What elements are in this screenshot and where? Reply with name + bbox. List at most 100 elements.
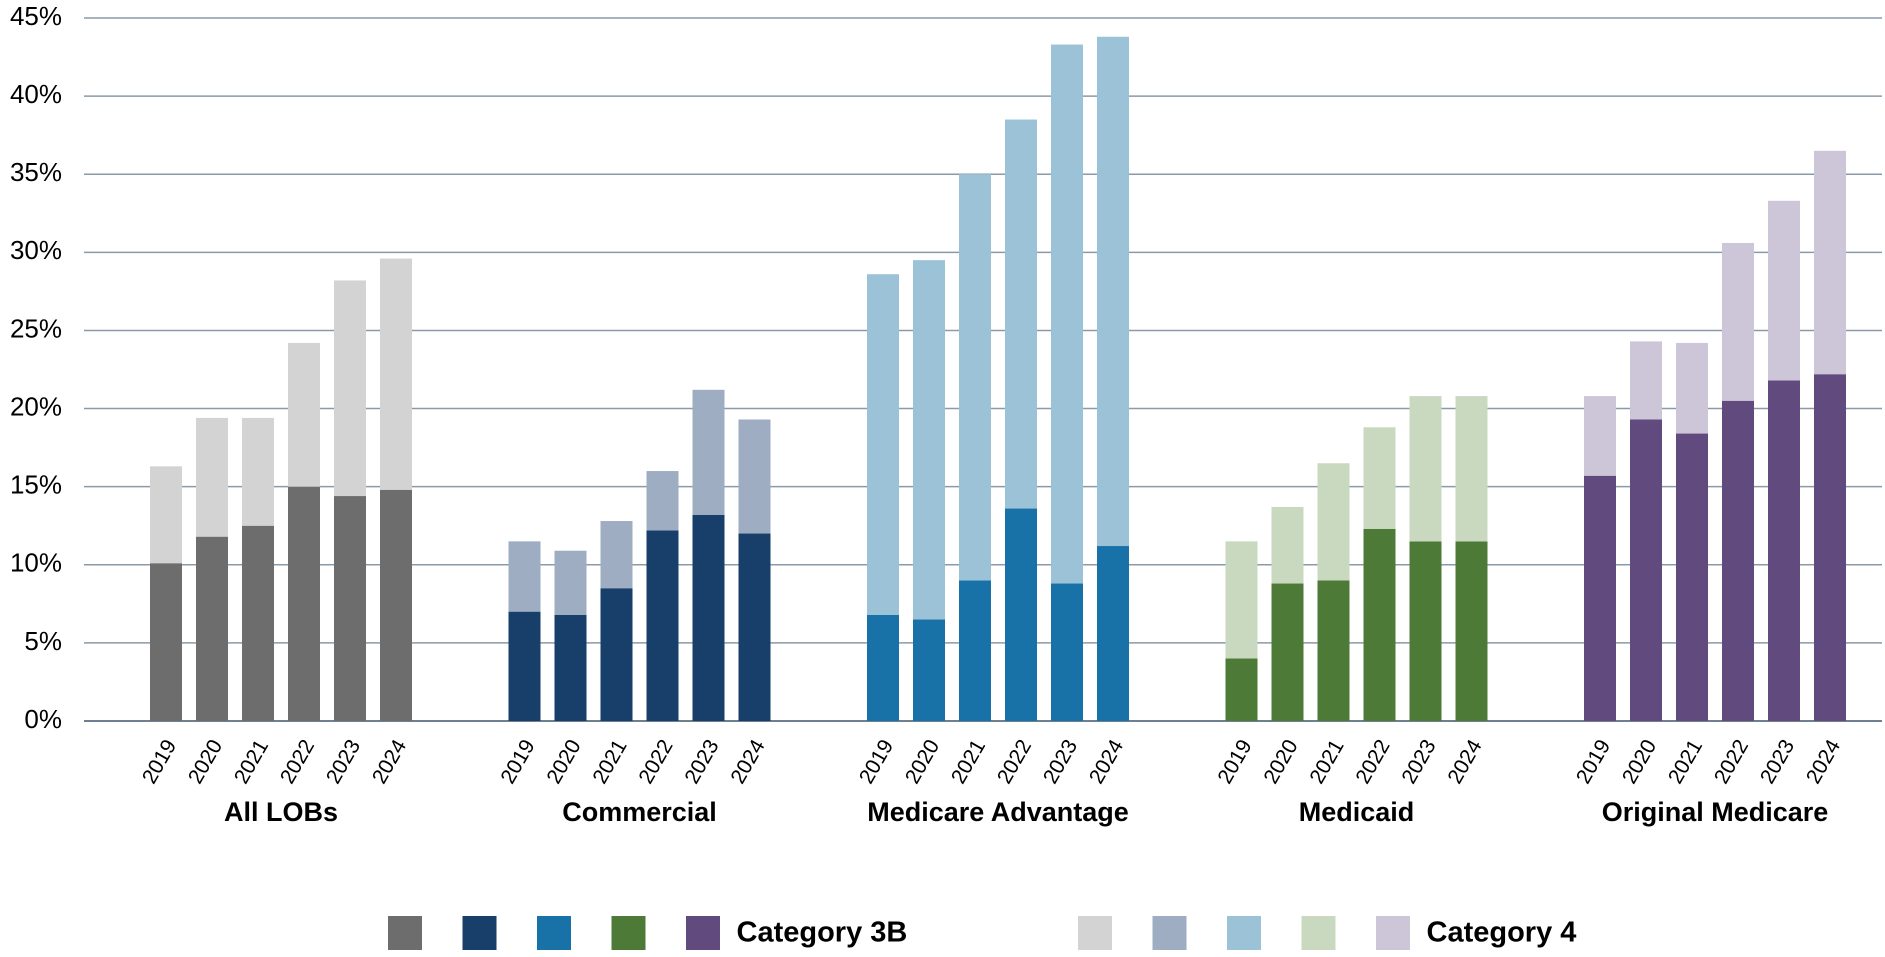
bar-segment	[959, 580, 991, 721]
bar-segment	[1363, 427, 1396, 529]
bar-segment	[646, 530, 679, 721]
x-tick-label: 2024	[1085, 735, 1128, 787]
y-tick-label: 30%	[10, 235, 62, 265]
bar-segment	[1722, 242, 1754, 401]
legend-swatch	[537, 916, 571, 950]
bar-segment	[913, 260, 945, 620]
bar-segment	[1409, 396, 1442, 542]
bar-segment	[334, 496, 366, 721]
x-tick-label: 2021	[1305, 736, 1348, 788]
x-tick-label: 2019	[855, 736, 898, 788]
y-tick-label: 25%	[10, 313, 62, 343]
bar-segment	[1051, 583, 1083, 721]
bar-segment	[1097, 546, 1129, 721]
bar-segment	[600, 521, 633, 589]
bar-segment	[1271, 583, 1304, 721]
bar-segment	[1630, 341, 1662, 420]
group-label: All LOBs	[224, 797, 338, 827]
x-tick-label: 2023	[322, 736, 365, 788]
legend-label: Category 3B	[737, 917, 908, 949]
legend-swatch	[1227, 916, 1261, 950]
x-tick-label: 2022	[276, 736, 319, 788]
group-label: Commercial	[562, 797, 717, 827]
x-tick-label: 2022	[1710, 736, 1753, 788]
y-tick-label: 35%	[10, 157, 62, 187]
bar-segment	[738, 533, 771, 721]
x-tick-label: 2021	[588, 736, 631, 788]
x-tick-label: 2024	[1802, 735, 1845, 787]
legend-swatch	[611, 916, 646, 950]
bar-segment	[1005, 119, 1037, 509]
bar-segment	[1317, 463, 1350, 581]
bar-segment	[1363, 528, 1396, 721]
x-tick-label: 2020	[184, 736, 227, 788]
bar-segment	[1455, 396, 1488, 542]
bar-segment	[508, 541, 541, 612]
bar-segment	[867, 274, 899, 615]
bar-segment	[1584, 396, 1616, 476]
legend-swatch	[462, 916, 497, 950]
group-label: Medicaid	[1299, 797, 1415, 827]
bar-segment	[600, 588, 633, 721]
bar-segment	[1051, 44, 1083, 584]
bar-segment	[1317, 580, 1350, 721]
legend-swatch	[388, 916, 422, 950]
x-tick-label: 2022	[1351, 736, 1394, 788]
x-tick-label: 2020	[1259, 736, 1302, 788]
bar-segment	[554, 550, 587, 615]
x-tick-label: 2021	[947, 736, 990, 788]
x-tick-label: 2019	[138, 736, 181, 788]
bar-segment	[1584, 475, 1616, 721]
x-tick-label: 2019	[1572, 736, 1615, 788]
y-tick-label: 0%	[24, 704, 62, 734]
group-label: Medicare Advantage	[867, 797, 1129, 827]
x-tick-label: 2024	[368, 735, 411, 787]
legend-swatch	[1301, 916, 1336, 950]
bar-segment	[1722, 400, 1754, 721]
bar-segment	[738, 419, 771, 534]
x-tick-label: 2019	[496, 736, 539, 788]
bar-segment	[1814, 150, 1846, 375]
legend-label: Category 4	[1427, 917, 1577, 949]
bar-segment	[646, 471, 679, 531]
x-tick-label: 2024	[1443, 735, 1486, 787]
x-tick-label: 2024	[726, 735, 769, 787]
x-tick-label: 2021	[230, 736, 273, 788]
y-tick-label: 5%	[24, 626, 62, 656]
group-label: Original Medicare	[1602, 797, 1829, 827]
bar-segment	[1409, 541, 1442, 721]
bar-segment	[288, 486, 320, 721]
legend-swatch	[1376, 916, 1410, 950]
x-tick-label: 2022	[634, 736, 677, 788]
x-tick-label: 2022	[993, 736, 1036, 788]
x-tick-label: 2020	[901, 736, 944, 788]
bar-segment	[150, 466, 182, 564]
bar-segment	[196, 417, 228, 537]
bar-segment	[867, 614, 899, 721]
bar-segment	[1225, 541, 1258, 659]
bar-segment	[1225, 658, 1258, 721]
y-tick-label: 40%	[10, 79, 62, 109]
bar-segment	[913, 619, 945, 721]
bar-segment	[1676, 433, 1708, 721]
bar-segment	[380, 258, 412, 490]
y-tick-label: 20%	[10, 391, 62, 421]
bar-segment	[242, 525, 274, 721]
y-tick-label: 45%	[10, 1, 62, 31]
x-tick-label: 2023	[1397, 736, 1440, 788]
legend-swatch	[1078, 916, 1112, 950]
x-tick-label: 2023	[1039, 736, 1082, 788]
bar-segment	[508, 611, 541, 721]
y-tick-label: 15%	[10, 470, 62, 500]
bar-segment	[554, 614, 587, 721]
bar-segment	[1768, 380, 1800, 721]
legend-swatch	[1152, 916, 1187, 950]
y-tick-label: 10%	[10, 548, 62, 578]
bar-segment	[288, 342, 320, 487]
x-tick-label: 2021	[1664, 736, 1707, 788]
bar-segment	[1676, 342, 1708, 434]
x-tick-label: 2020	[542, 736, 585, 788]
x-tick-label: 2023	[1756, 736, 1799, 788]
bar-segment	[1768, 200, 1800, 381]
